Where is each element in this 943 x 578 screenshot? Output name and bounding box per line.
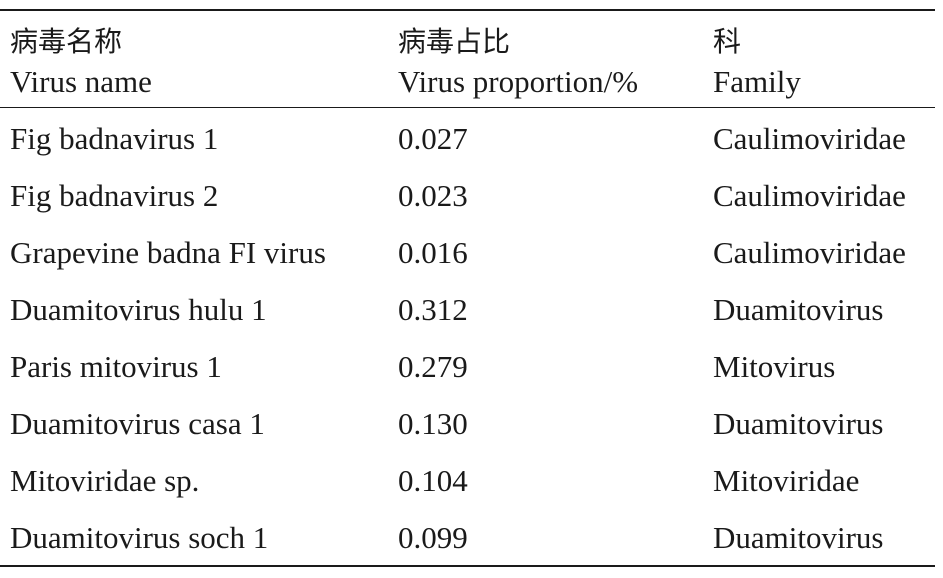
cell-family: Mitoviridae [713, 463, 860, 498]
cell-virus-proportion: 0.016 [398, 235, 468, 270]
header-family-en: Family [713, 64, 801, 99]
table-row: Duamitovirus hulu 1 0.312 Duamitovirus [0, 290, 935, 347]
header-virus-name-zh: 病毒名称 [10, 25, 123, 58]
cell-virus-proportion: 0.099 [398, 520, 468, 555]
cell-virus-name: Fig badnavirus 2 [10, 178, 219, 213]
header-virus-proportion-zh: 病毒占比 [398, 25, 511, 58]
cell-virus-name: Grapevine badna FI virus [10, 235, 326, 270]
cell-virus-proportion: 0.130 [398, 406, 468, 441]
table-row: Fig badnavirus 2 0.023 Caulimoviridae [0, 176, 935, 233]
cell-virus-name: Duamitovirus hulu 1 [10, 292, 267, 327]
cell-family: Duamitovirus [713, 520, 884, 555]
cell-virus-name: Duamitovirus soch 1 [10, 520, 269, 555]
cell-virus-proportion: 0.279 [398, 349, 468, 384]
header-virus-name-en: Virus name [10, 64, 152, 99]
table-row: Fig badnavirus 1 0.027 Caulimoviridae [0, 119, 935, 176]
cell-virus-proportion: 0.023 [398, 178, 468, 213]
cell-virus-name: Paris mitovirus 1 [10, 349, 222, 384]
cell-virus-proportion: 0.312 [398, 292, 468, 327]
table-row: Duamitovirus casa 1 0.130 Duamitovirus [0, 404, 935, 461]
cell-family: Caulimoviridae [713, 121, 906, 156]
table-row: Paris mitovirus 1 0.279 Mitovirus [0, 347, 935, 404]
cell-family: Duamitovirus [713, 406, 884, 441]
cell-family: Caulimoviridae [713, 235, 906, 270]
header-family-zh: 科 [713, 25, 742, 58]
table-top-rule [0, 9, 935, 11]
table-row: Duamitovirus soch 1 0.099 Duamitovirus [0, 518, 935, 575]
cell-family: Mitovirus [713, 349, 836, 384]
cell-family: Caulimoviridae [713, 178, 906, 213]
cell-virus-proportion: 0.027 [398, 121, 468, 156]
header-virus-proportion-en: Virus proportion/% [398, 64, 639, 99]
cell-virus-name: Duamitovirus casa 1 [10, 406, 265, 441]
table-bottom-rule [0, 565, 935, 567]
cell-virus-name: Mitoviridae sp. [10, 463, 200, 498]
cell-family: Duamitovirus [713, 292, 884, 327]
table-header-rule [0, 107, 935, 108]
table-row: Mitoviridae sp. 0.104 Mitoviridae [0, 461, 935, 518]
cell-virus-name: Fig badnavirus 1 [10, 121, 219, 156]
table-row: Grapevine badna FI virus 0.016 Caulimovi… [0, 233, 935, 290]
cell-virus-proportion: 0.104 [398, 463, 468, 498]
